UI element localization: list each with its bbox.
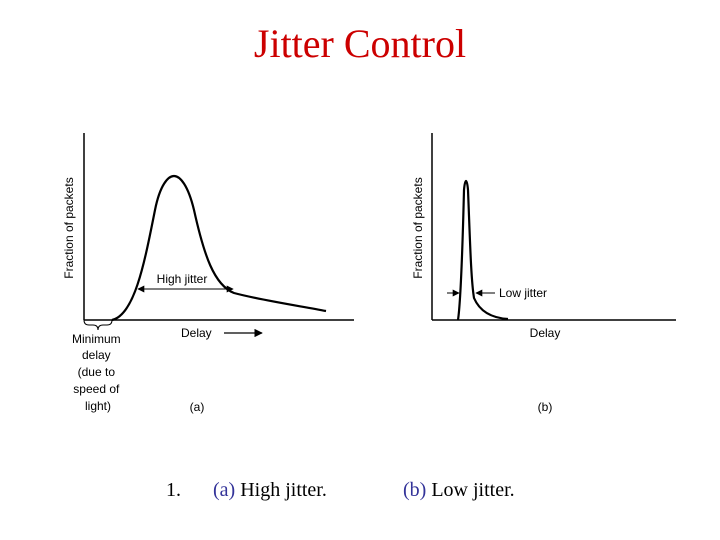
- caption-b: (b) Low jitter.: [403, 479, 515, 502]
- caption-a-tag: (a): [213, 479, 236, 501]
- min-delay-line: delay: [82, 348, 111, 362]
- min-delay-line: speed of: [73, 382, 120, 396]
- figure-a-min-delay-label: Minimum delay (due to speed of light): [72, 332, 124, 413]
- figure-a-distribution-curve: [111, 174, 327, 322]
- figure-a-jitter-label: High jitter: [157, 272, 208, 286]
- caption-b-text: Low jitter.: [426, 479, 515, 501]
- caption-b-tag: (b): [403, 479, 427, 501]
- caption-a-text: High jitter.: [235, 479, 327, 501]
- figure-a: Fraction of packets High jitter Delay Mi…: [62, 133, 354, 414]
- min-delay-line: (due to: [78, 365, 116, 379]
- figure-b-x-axis-label: Delay: [530, 326, 561, 340]
- figure-b-panel-label: (b): [538, 400, 553, 414]
- figure-a-y-axis-label: Fraction of packets: [62, 177, 76, 278]
- figure-b-y-axis-label: Fraction of packets: [411, 177, 425, 278]
- caption-number: 1.: [166, 479, 181, 501]
- figure-b-distribution-curve: [456, 179, 509, 321]
- min-delay-line: light): [85, 399, 111, 413]
- slide-title: Jitter Control: [253, 21, 467, 66]
- figure-b: Fraction of packets Low jitter Delay (b): [411, 133, 676, 414]
- figure-b-jitter-label: Low jitter: [499, 286, 547, 300]
- figure-a-panel-label: (a): [190, 400, 205, 414]
- min-delay-line: Minimum: [72, 332, 121, 346]
- figure-a-x-axis-label: Delay: [181, 326, 212, 340]
- figure-a-min-delay-brace: [83, 319, 113, 331]
- caption-a: (a) High jitter.: [213, 479, 327, 502]
